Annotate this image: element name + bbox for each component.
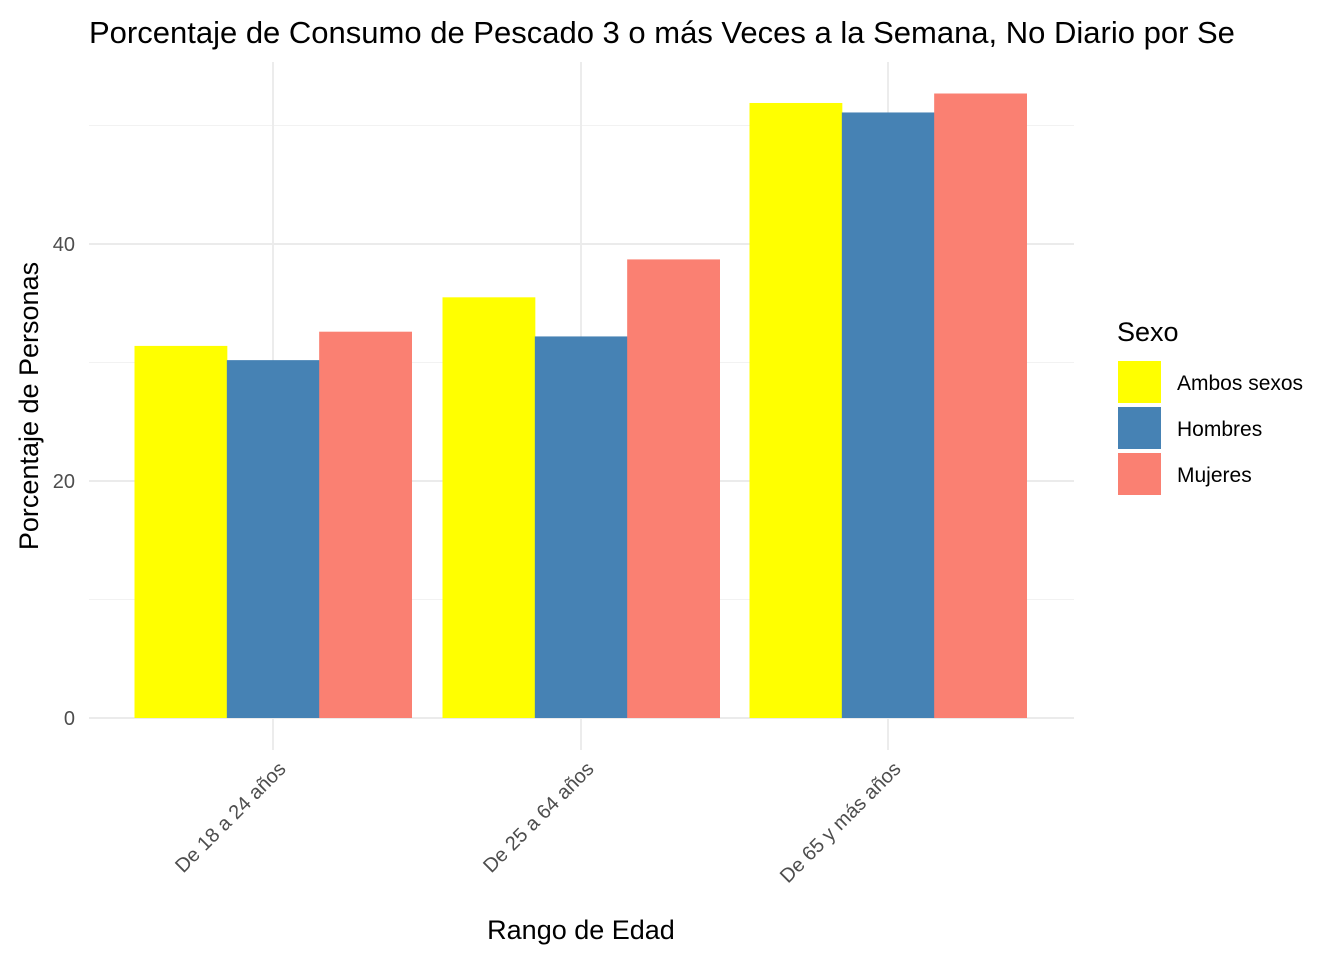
bars bbox=[134, 93, 1027, 719]
legend-swatch bbox=[1118, 453, 1161, 495]
legend-label: Hombres bbox=[1177, 418, 1262, 441]
bar bbox=[841, 112, 935, 719]
x-axis-ticks: De 18 a 24 años De 25 a 64 años De 65 y má… bbox=[171, 758, 905, 888]
y-tick-label: 20 bbox=[53, 471, 75, 493]
x-axis-title: Rango de Edad bbox=[487, 915, 675, 945]
bar bbox=[226, 360, 320, 718]
bar bbox=[134, 345, 228, 718]
bar bbox=[442, 297, 536, 718]
y-axis-ticks: 0 20 40 bbox=[53, 234, 75, 730]
bar bbox=[934, 93, 1027, 718]
x-tick-label: De 65 y más años bbox=[776, 758, 906, 888]
y-tick-label: 40 bbox=[53, 234, 75, 256]
x-tick-label: De 25 a 64 años bbox=[479, 758, 598, 877]
y-tick-label: 0 bbox=[64, 708, 75, 730]
bar bbox=[534, 336, 628, 718]
legend-swatch bbox=[1118, 361, 1161, 403]
chart-title: Porcentaje de Consumo de Pescado 3 o más… bbox=[89, 15, 1235, 50]
x-tick-label: De 18 a 24 años bbox=[171, 758, 290, 877]
legend-label: Mujeres bbox=[1177, 464, 1252, 487]
legend-swatch bbox=[1118, 407, 1161, 449]
bar bbox=[749, 102, 843, 719]
legend-label: Ambos sexos bbox=[1177, 372, 1303, 395]
legend: Sexo Ambos sexos Hombres Mujeres bbox=[1117, 317, 1303, 495]
legend-title: Sexo bbox=[1117, 317, 1179, 347]
y-axis-title: Porcentaje de Personas bbox=[14, 262, 44, 550]
bar bbox=[627, 259, 720, 718]
bar bbox=[319, 331, 412, 718]
